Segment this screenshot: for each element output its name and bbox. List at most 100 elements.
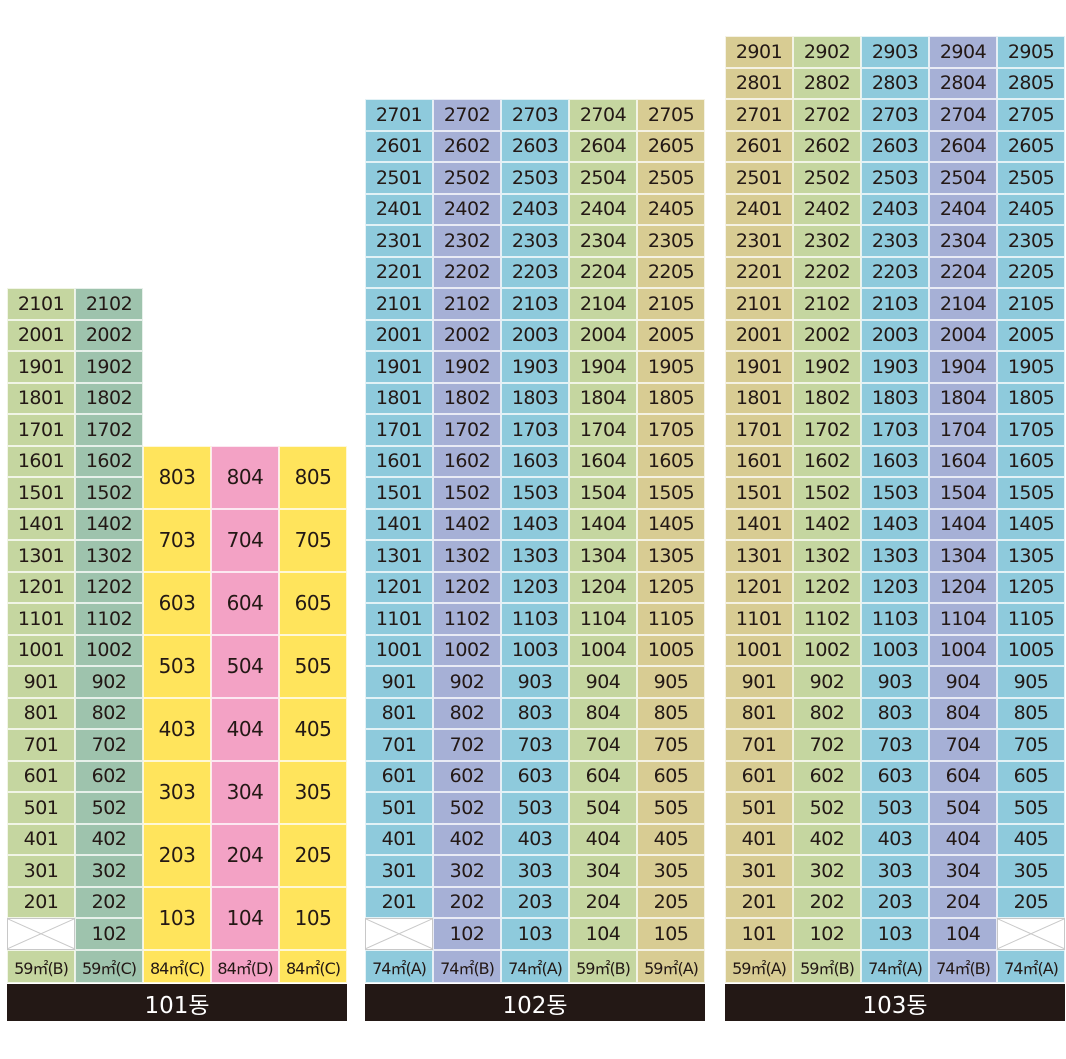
unit-cell[interactable]: 601: [7, 760, 75, 792]
unit-cell[interactable]: 2701: [725, 99, 793, 131]
unit-cell[interactable]: 1203: [861, 571, 929, 603]
unit-cell[interactable]: 1805: [637, 382, 705, 414]
unit-cell[interactable]: 2404: [569, 193, 637, 225]
unit-cell[interactable]: 2601: [365, 130, 433, 162]
unit-cell[interactable]: 701: [725, 729, 793, 761]
unit-cell[interactable]: 1402: [75, 508, 143, 540]
unit-cell[interactable]: 1901: [725, 351, 793, 383]
unit-cell[interactable]: 2601: [725, 130, 793, 162]
unit-cell[interactable]: 1101: [365, 603, 433, 635]
unit-cell[interactable]: 1404: [569, 508, 637, 540]
unit-cell[interactable]: 503: [861, 792, 929, 824]
unit-cell[interactable]: 1804: [569, 382, 637, 414]
unit-cell[interactable]: 1102: [793, 603, 861, 635]
unit-cell[interactable]: 1003: [501, 634, 569, 666]
unit-cell[interactable]: 202: [75, 886, 143, 918]
unit-cell[interactable]: 2105: [637, 288, 705, 320]
unit-cell[interactable]: 901: [725, 666, 793, 698]
unit-cell[interactable]: 1603: [501, 445, 569, 477]
unit-cell[interactable]: 1802: [75, 382, 143, 414]
unit-cell[interactable]: 1105: [637, 603, 705, 635]
unit-cell[interactable]: 2302: [793, 225, 861, 257]
unit-cell[interactable]: 2805: [997, 67, 1065, 99]
unit-cell[interactable]: 1305: [637, 540, 705, 572]
unit-cell[interactable]: 1801: [365, 382, 433, 414]
unit-cell[interactable]: 1502: [793, 477, 861, 509]
unit-cell[interactable]: 1905: [637, 351, 705, 383]
unit-cell[interactable]: 2101: [7, 288, 75, 320]
unit-cell[interactable]: 202: [433, 886, 501, 918]
unit-cell[interactable]: 2103: [861, 288, 929, 320]
unit-cell[interactable]: 801: [7, 697, 75, 729]
unit-cell[interactable]: 1004: [569, 634, 637, 666]
unit-cell-duplex[interactable]: 803: [143, 445, 211, 509]
unit-cell-duplex[interactable]: 204: [211, 823, 279, 887]
unit-cell[interactable]: 404: [569, 823, 637, 855]
unit-cell[interactable]: 1401: [725, 508, 793, 540]
unit-cell[interactable]: 2602: [793, 130, 861, 162]
unit-cell[interactable]: 405: [637, 823, 705, 855]
unit-cell[interactable]: 502: [75, 792, 143, 824]
unit-cell-duplex[interactable]: 205: [279, 823, 347, 887]
unit-cell[interactable]: 1702: [75, 414, 143, 446]
unit-cell[interactable]: 1602: [793, 445, 861, 477]
unit-cell[interactable]: 2902: [793, 36, 861, 68]
unit-cell[interactable]: 2904: [929, 36, 997, 68]
unit-cell[interactable]: 902: [433, 666, 501, 698]
unit-cell[interactable]: 2903: [861, 36, 929, 68]
unit-cell[interactable]: 403: [861, 823, 929, 855]
unit-cell[interactable]: 2101: [725, 288, 793, 320]
unit-cell[interactable]: 1904: [569, 351, 637, 383]
unit-cell[interactable]: 1202: [793, 571, 861, 603]
unit-cell[interactable]: 2004: [929, 319, 997, 351]
unit-cell[interactable]: 1404: [929, 508, 997, 540]
unit-cell[interactable]: 1005: [637, 634, 705, 666]
unit-cell[interactable]: 1204: [929, 571, 997, 603]
unit-cell[interactable]: 1303: [501, 540, 569, 572]
unit-cell[interactable]: 2101: [365, 288, 433, 320]
unit-cell-duplex[interactable]: 103: [143, 886, 211, 950]
unit-cell[interactable]: 201: [365, 886, 433, 918]
unit-cell[interactable]: 801: [365, 697, 433, 729]
unit-cell[interactable]: 1105: [997, 603, 1065, 635]
unit-cell-duplex[interactable]: 504: [211, 634, 279, 698]
unit-cell[interactable]: 702: [433, 729, 501, 761]
unit-cell[interactable]: 2404: [929, 193, 997, 225]
unit-cell[interactable]: 302: [793, 855, 861, 887]
unit-cell[interactable]: 1403: [861, 508, 929, 540]
unit-cell[interactable]: 2002: [75, 319, 143, 351]
unit-cell[interactable]: 1504: [929, 477, 997, 509]
unit-cell[interactable]: 2005: [637, 319, 705, 351]
unit-cell[interactable]: 2301: [365, 225, 433, 257]
unit-cell[interactable]: 1702: [793, 414, 861, 446]
unit-cell[interactable]: 1503: [501, 477, 569, 509]
unit-cell[interactable]: 802: [793, 697, 861, 729]
unit-cell[interactable]: 2505: [637, 162, 705, 194]
unit-cell[interactable]: 1401: [7, 508, 75, 540]
unit-cell[interactable]: 901: [7, 666, 75, 698]
unit-cell[interactable]: 905: [637, 666, 705, 698]
unit-cell[interactable]: 2701: [365, 99, 433, 131]
unit-cell[interactable]: 1505: [997, 477, 1065, 509]
unit-cell[interactable]: 1801: [7, 382, 75, 414]
unit-cell[interactable]: 401: [365, 823, 433, 855]
unit-cell[interactable]: 601: [365, 760, 433, 792]
unit-cell[interactable]: 904: [929, 666, 997, 698]
unit-cell[interactable]: 2204: [929, 256, 997, 288]
unit-cell[interactable]: 101: [725, 918, 793, 950]
unit-cell[interactable]: 2105: [997, 288, 1065, 320]
unit-cell[interactable]: 2604: [929, 130, 997, 162]
unit-cell[interactable]: 1902: [75, 351, 143, 383]
unit-cell-duplex[interactable]: 104: [211, 886, 279, 950]
unit-cell[interactable]: 401: [7, 823, 75, 855]
unit-cell[interactable]: 1301: [365, 540, 433, 572]
unit-cell[interactable]: 1803: [861, 382, 929, 414]
unit-cell[interactable]: 1301: [725, 540, 793, 572]
unit-cell[interactable]: 1104: [569, 603, 637, 635]
unit-cell-duplex[interactable]: 705: [279, 508, 347, 572]
unit-cell[interactable]: 2401: [725, 193, 793, 225]
unit-cell[interactable]: 2204: [569, 256, 637, 288]
unit-cell[interactable]: 805: [637, 697, 705, 729]
unit-cell[interactable]: 2203: [861, 256, 929, 288]
unit-cell[interactable]: 2702: [433, 99, 501, 131]
